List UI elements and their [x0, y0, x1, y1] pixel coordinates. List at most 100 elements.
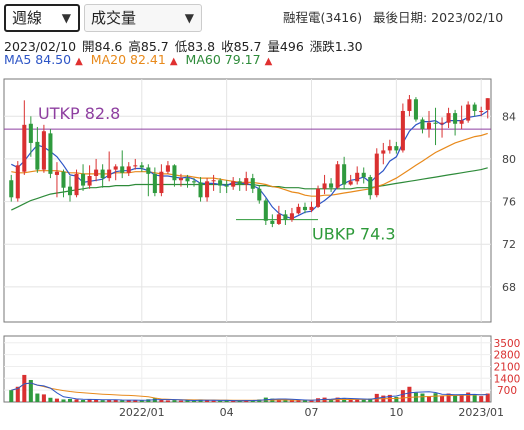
up-arrow-icon: ▲ [169, 56, 178, 67]
indicator-select-value: 成交量 [91, 9, 137, 27]
candle-body [296, 206, 301, 214]
candle-body [81, 173, 86, 186]
candle-body [205, 181, 210, 198]
ohlc-close: 收85.7 [221, 39, 262, 54]
candle-body [400, 110, 405, 151]
candle-body [394, 146, 399, 151]
period-select-value: 週線 [12, 9, 43, 27]
candle-body [126, 166, 131, 173]
candle-body [94, 169, 99, 176]
candle-body [316, 188, 321, 207]
volume-bar [61, 399, 66, 402]
price-tick-label: 72 [502, 238, 516, 251]
volume-bar [407, 386, 412, 402]
candle-body [355, 172, 360, 182]
period-select[interactable]: 週線 ▼ [4, 4, 80, 32]
volume-bar [146, 399, 151, 402]
ma5-value: 84.50 [35, 52, 72, 67]
ma60-label: MA60 [185, 52, 221, 67]
candle-body [361, 172, 366, 178]
up-arrow-icon: ▲ [264, 56, 273, 67]
candle-body [165, 165, 170, 172]
volume-bar [309, 400, 314, 402]
candle-body [302, 206, 308, 211]
volume-bar [329, 398, 334, 402]
indicator-select[interactable]: 成交量 ▼ [84, 4, 202, 32]
volume-tick-label: 3500 [494, 338, 521, 350]
candle-body [420, 119, 425, 130]
candle-body [387, 146, 392, 151]
candle-body [309, 206, 314, 211]
candle-body [191, 181, 197, 183]
volume-bar [276, 399, 281, 402]
volume-tick-label: 2800 [494, 350, 521, 362]
volume-bar [41, 394, 46, 402]
volume-bar [224, 400, 229, 402]
volume-bar [342, 398, 347, 402]
volume-bar [257, 399, 262, 402]
candle-body [440, 122, 445, 124]
candle-body [67, 186, 73, 196]
volume-bar [400, 390, 405, 402]
volume-bar [368, 398, 373, 402]
candle-body [485, 98, 490, 110]
candle-body [133, 165, 138, 167]
price-tick-label: 76 [502, 196, 516, 209]
candle-body [453, 113, 458, 124]
up-arrow-icon: ▲ [75, 56, 83, 67]
candle-body [342, 164, 347, 185]
stock-name: 融程電(3416) [283, 10, 363, 25]
volume-bar [433, 393, 438, 402]
volume-bar [126, 400, 131, 402]
volume-bar [28, 380, 33, 402]
ma20-value: 82.41 [130, 52, 166, 67]
volume-bar [87, 399, 92, 402]
volume-bar [139, 400, 144, 402]
candle-body [185, 178, 190, 182]
volume-bar [472, 395, 477, 402]
volume-bar [289, 400, 294, 402]
volume-bar [466, 392, 471, 402]
volume-bar [446, 393, 451, 402]
candle-body [479, 110, 484, 113]
ohlc-volume: 量496 [267, 39, 304, 54]
volume-tick-label: 1400 [494, 373, 521, 385]
volume-bar [244, 400, 249, 402]
candle-body [244, 178, 249, 185]
candle-body [113, 166, 118, 170]
candle-body [270, 220, 275, 224]
ma20-label: MA20 [90, 52, 127, 67]
ohlc-line: 2023/02/10 開84.6 高85.7 低83.8 收85.7 量496 漲跌1.30 [4, 36, 369, 55]
ma20-line [11, 132, 488, 197]
candle-body [178, 178, 183, 181]
candle-body [335, 164, 340, 188]
candle-body [172, 165, 177, 181]
candle-body [263, 200, 268, 221]
candle-body [41, 131, 46, 170]
candle-body [322, 183, 327, 189]
volume-bar [205, 400, 210, 402]
price-tick-label: 68 [502, 281, 516, 294]
volume-bar [283, 400, 288, 402]
ma-line: MA5 84.50 ▲ MA20 82.41 ▲ MA60 79.17 ▲ [4, 52, 278, 67]
volume-bar [485, 393, 490, 402]
candle-body [28, 123, 33, 143]
candle-body [459, 120, 464, 124]
ma60-value: 79.17 [224, 52, 261, 67]
candle-body [283, 214, 288, 220]
volume-bar [67, 398, 73, 402]
price-panel-frame [3, 78, 492, 323]
volume-bar [120, 400, 125, 402]
candle-body [218, 180, 223, 186]
volume-bar [218, 400, 223, 402]
volume-bar [420, 393, 425, 402]
candle-body [15, 165, 20, 199]
ohlc-low: 低83.8 [174, 39, 216, 54]
candle-body [433, 122, 438, 124]
candle-body [87, 175, 92, 186]
candle-body [198, 182, 203, 198]
ohlc-high: 高85.7 [128, 39, 169, 54]
volume-bar [479, 396, 484, 402]
volume-bar [133, 400, 138, 402]
